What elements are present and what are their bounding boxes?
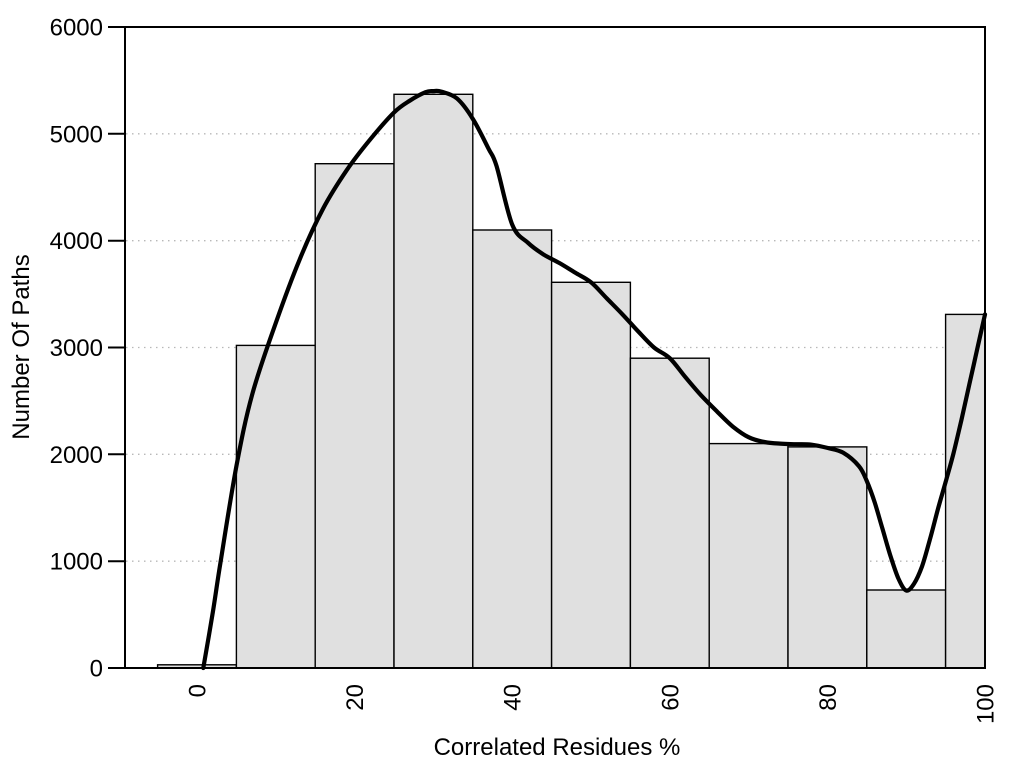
- y-tick-label: 6000: [50, 15, 103, 42]
- histogram-bar: [708, 442, 789, 669]
- histogram-bar: [629, 357, 710, 669]
- histogram-bar: [550, 281, 632, 669]
- histogram-bar: [472, 229, 553, 669]
- x-tick-label: 40: [500, 684, 527, 711]
- histogram-bar: [393, 93, 474, 669]
- histogram-bar: [866, 589, 947, 669]
- y-tick-label: 0: [90, 656, 103, 683]
- x-tick-label: 80: [815, 684, 842, 711]
- histogram-bar: [944, 313, 986, 669]
- y-tick-label: 4000: [50, 228, 103, 255]
- y-tick-label: 1000: [50, 549, 103, 576]
- x-axis-title: Correlated Residues %: [433, 734, 681, 761]
- histogram-bar: [787, 446, 868, 669]
- y-axis-title: Number Of Paths: [8, 254, 35, 440]
- x-tick-label: 60: [657, 684, 684, 711]
- histogram-bar: [235, 344, 316, 669]
- x-tick-label: 0: [185, 684, 212, 697]
- y-tick-label: 5000: [50, 121, 103, 148]
- x-tick-label: 20: [342, 684, 369, 711]
- density-curve: [201, 88, 988, 671]
- histogram-bar: [314, 162, 395, 669]
- y-tick-label: 3000: [50, 335, 103, 362]
- y-tick-label: 2000: [50, 442, 103, 469]
- x-tick-label: 100: [973, 684, 1000, 724]
